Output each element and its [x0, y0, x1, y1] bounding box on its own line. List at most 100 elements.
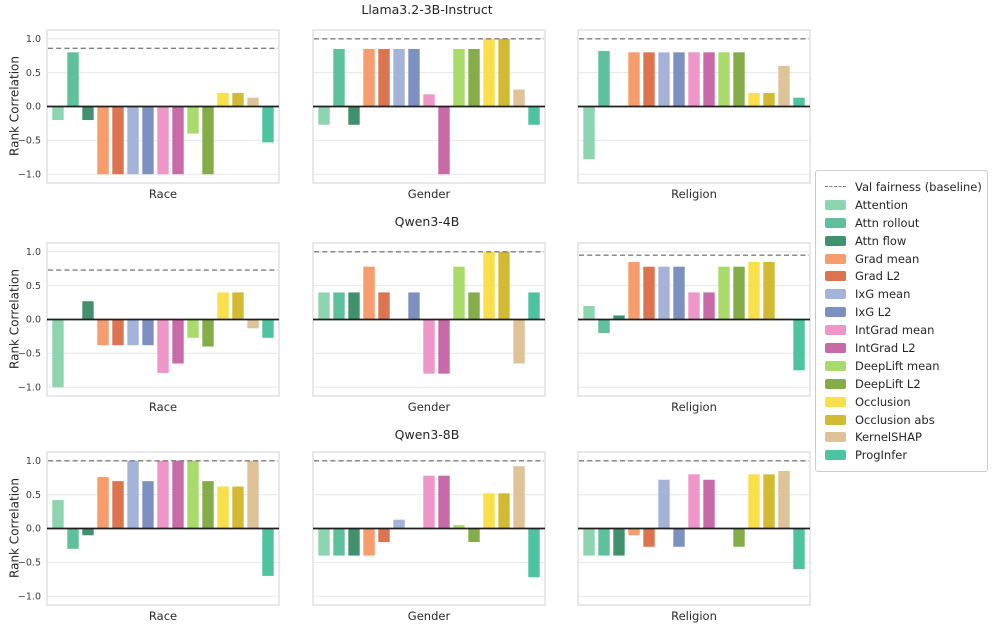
legend-label: Grad mean: [855, 251, 920, 266]
color-swatch-grad-l2: [825, 271, 846, 282]
bar-grad-mean: [97, 319, 109, 346]
bar-ixg-mean: [658, 479, 670, 529]
bar-deeplift-mean: [453, 48, 465, 107]
bar-grad-l2: [378, 48, 390, 107]
bar-kernelshap: [513, 89, 525, 107]
bar-proginfer: [793, 319, 805, 371]
bar-ixg-mean: [658, 52, 670, 107]
bar-grad-l2: [112, 106, 124, 175]
bar-attn-flow: [82, 528, 94, 536]
bar-attn-flow: [82, 106, 94, 121]
bar-ixg-l2: [673, 52, 685, 107]
color-swatch-deeplift-l2: [825, 378, 846, 389]
xlabel-race-row0: Race: [148, 187, 178, 201]
legend-item-ixg-mean: IxG mean: [825, 285, 978, 303]
color-swatch-attention: [825, 199, 846, 210]
bar-occlusion: [748, 92, 760, 107]
dashed-line-swatch: [825, 186, 846, 188]
bar-kernelshap: [513, 466, 525, 529]
bar-deeplift-l2: [733, 528, 745, 547]
bar-attn-flow: [348, 528, 360, 556]
legend-item-val-fairness-baseline: Val fairness (baseline): [825, 178, 982, 196]
bar-intgrad-mean: [157, 106, 169, 175]
bar-attn-rollout: [333, 528, 345, 556]
chart-llama-gender: [312, 29, 546, 184]
bar-deeplift-l2: [468, 292, 480, 320]
model-title-0: Llama3.2-3B-Instruct: [361, 2, 493, 17]
legend-label: DeepLift mean: [855, 358, 940, 373]
legend-label: Grad L2: [855, 269, 901, 284]
bar-occlusion: [748, 474, 760, 529]
bar-occlusion-abs: [763, 261, 775, 320]
bar-ixg-mean: [127, 106, 139, 175]
legend-label: DeepLift L2: [855, 376, 921, 391]
bar-grad-mean: [628, 528, 640, 536]
bar-ixg-l2: [673, 266, 685, 320]
bar-occlusion: [217, 292, 229, 320]
bar-grad-l2: [378, 292, 390, 320]
color-swatch-deeplift-mean: [825, 360, 846, 371]
chart-llama-religion: [577, 29, 811, 184]
xlabel-gender-row0: Gender: [407, 187, 451, 201]
legend-item-intgrad-mean: IntGrad mean: [825, 321, 978, 339]
bar-grad-l2: [643, 528, 655, 547]
legend-item-proginfer: ProgInfer: [825, 446, 978, 464]
bar-grad-l2: [643, 266, 655, 320]
color-swatch-intgrad-mean: [825, 325, 846, 336]
color-swatch-attn-flow: [825, 235, 846, 246]
bar-proginfer: [262, 319, 274, 338]
legend-label: IntGrad mean: [855, 323, 935, 338]
y-tick-label: 0.0: [26, 315, 41, 326]
bar-deeplift-l2: [468, 528, 480, 543]
chart-qwen8b-race: 1.0 0.5 0.0 −0.5 −1.0: [18, 451, 280, 606]
bar-proginfer: [793, 528, 805, 570]
bar-attn-flow: [613, 528, 625, 556]
bar-kernelshap: [247, 319, 259, 329]
bar-attention: [583, 106, 595, 160]
legend-label: KernelSHAP: [855, 430, 922, 445]
y-tick-label: −1.0: [18, 382, 41, 393]
bar-deeplift-mean: [718, 52, 730, 107]
y-tick-label: 1.0: [26, 247, 41, 258]
bar-attn-flow: [348, 106, 360, 125]
bar-proginfer: [528, 292, 540, 320]
legend-label: Occlusion abs: [855, 412, 935, 427]
xlabel-race-row2: Race: [148, 609, 178, 623]
bar-occlusion-abs: [763, 92, 775, 107]
bar-occlusion-abs: [498, 493, 510, 529]
bar-deeplift-l2: [733, 266, 745, 320]
bar-occlusion: [217, 92, 229, 107]
bar-occlusion: [483, 251, 495, 320]
bar-intgrad-l2: [438, 475, 450, 529]
legend-label: Attn flow: [855, 233, 907, 248]
bar-proginfer: [793, 97, 805, 107]
bar-kernelshap: [247, 97, 259, 107]
bar-occlusion: [483, 38, 495, 107]
bar-intgrad-mean: [688, 52, 700, 107]
bar-grad-l2: [112, 319, 124, 346]
bar-deeplift-mean: [453, 525, 465, 529]
legend-item-attn-rollout: Attn rollout: [825, 214, 978, 232]
legend-label: IxG mean: [855, 287, 911, 302]
color-swatch-grad-mean: [825, 253, 846, 264]
bar-attention: [318, 106, 330, 125]
bar-occlusion-abs: [232, 486, 244, 529]
xlabel-religion-row0: Religion: [671, 187, 717, 201]
bar-attn-rollout: [333, 48, 345, 107]
model-title-2: Qwen3-8B: [394, 427, 460, 442]
bar-attention: [52, 500, 64, 529]
chart-qwen4b-gender: [312, 242, 546, 397]
bar-ixg-l2: [142, 319, 154, 346]
legend-item-ixg-l2: IxG L2: [825, 303, 978, 321]
bar-ixg-mean: [393, 519, 405, 529]
color-swatch-ixg-l2: [825, 307, 846, 318]
bar-intgrad-l2: [703, 52, 715, 107]
chart-qwen8b-religion: [577, 451, 811, 606]
bar-deeplift-l2: [202, 106, 214, 175]
legend-item-attn-flow: Attn flow: [825, 232, 978, 250]
legend-label: Attn rollout: [855, 215, 920, 230]
xlabel-gender-row1: Gender: [407, 400, 451, 414]
bar-occlusion: [483, 493, 495, 529]
bar-ixg-l2: [142, 106, 154, 175]
